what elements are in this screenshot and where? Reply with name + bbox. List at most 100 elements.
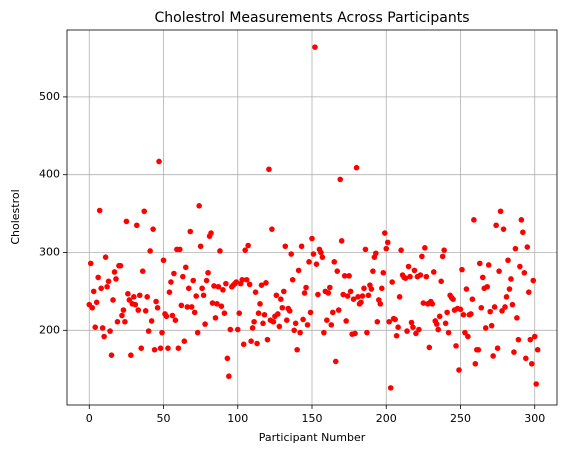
point	[347, 288, 354, 295]
x-tick-label: 0	[86, 412, 93, 425]
point	[488, 322, 495, 329]
point	[386, 318, 393, 325]
point	[445, 329, 452, 336]
point	[408, 319, 415, 326]
point	[211, 283, 217, 289]
x-tick-label: 50	[157, 412, 171, 425]
point	[215, 283, 222, 290]
point	[270, 318, 277, 325]
point	[139, 268, 146, 274]
point	[243, 276, 250, 283]
point	[384, 239, 391, 246]
point	[463, 286, 470, 292]
point	[410, 324, 416, 330]
point	[135, 307, 142, 313]
point	[355, 294, 361, 300]
point	[334, 268, 341, 274]
point	[148, 318, 155, 324]
point	[343, 318, 349, 324]
point	[312, 44, 318, 50]
point	[141, 208, 148, 215]
point	[224, 355, 231, 362]
point	[321, 329, 327, 336]
point	[142, 308, 149, 314]
point	[90, 288, 97, 295]
point	[502, 304, 508, 310]
point	[251, 318, 257, 325]
point	[99, 325, 106, 331]
point	[475, 346, 482, 353]
point	[398, 247, 404, 253]
point	[205, 269, 211, 276]
x-tick-label: 100	[227, 412, 248, 425]
point	[313, 261, 320, 267]
point	[478, 304, 485, 311]
point	[182, 264, 189, 271]
point	[506, 286, 513, 292]
point	[165, 345, 171, 352]
point	[453, 343, 459, 349]
point	[132, 301, 139, 308]
point	[87, 260, 94, 267]
point	[288, 251, 295, 257]
point	[203, 277, 210, 284]
point	[508, 276, 514, 282]
point	[200, 292, 207, 299]
point	[358, 299, 364, 306]
point	[417, 272, 424, 278]
point	[101, 333, 107, 340]
point	[89, 304, 96, 311]
point	[196, 203, 202, 209]
point	[208, 230, 214, 236]
point	[105, 278, 112, 285]
point	[275, 311, 281, 317]
point	[125, 290, 131, 297]
point	[520, 229, 526, 236]
point	[389, 279, 395, 285]
point	[373, 250, 379, 257]
point	[197, 243, 204, 250]
point	[525, 289, 532, 295]
point	[260, 320, 266, 327]
point	[156, 158, 162, 165]
point	[202, 321, 208, 327]
point	[214, 301, 220, 307]
point	[471, 217, 477, 223]
point	[324, 317, 330, 323]
point	[329, 309, 336, 316]
point	[450, 296, 456, 302]
point	[102, 254, 109, 260]
point	[457, 306, 464, 313]
point	[378, 285, 385, 292]
point	[289, 276, 296, 283]
point	[490, 353, 496, 359]
y-tick-label: 400	[39, 168, 60, 181]
point	[291, 327, 297, 334]
point	[422, 245, 428, 251]
point	[505, 257, 511, 264]
point	[514, 315, 520, 321]
point	[294, 346, 300, 353]
point	[423, 273, 430, 280]
point	[297, 329, 303, 336]
point	[304, 322, 311, 328]
point	[430, 269, 437, 275]
point	[381, 230, 388, 236]
point	[491, 304, 498, 310]
point	[306, 259, 312, 265]
point	[263, 280, 269, 286]
point	[117, 262, 124, 269]
point	[318, 249, 324, 256]
point	[126, 297, 133, 303]
point	[166, 289, 173, 295]
point	[337, 176, 344, 183]
point	[500, 226, 507, 232]
point	[533, 381, 540, 387]
point	[497, 208, 504, 215]
y-tick-label: 200	[39, 323, 60, 336]
point	[364, 329, 370, 336]
point	[188, 304, 195, 310]
point	[233, 279, 240, 285]
point	[332, 358, 339, 365]
point	[515, 336, 522, 343]
